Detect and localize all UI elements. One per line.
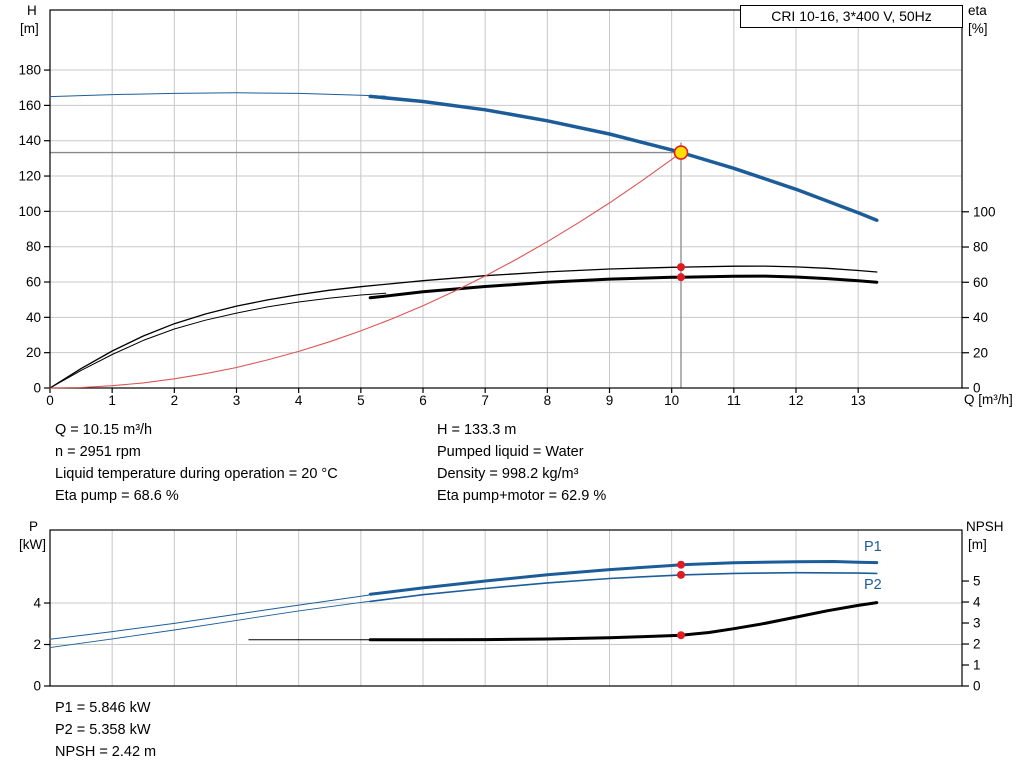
stat-eta-pump: Eta pump = 68.6 % (55, 488, 179, 504)
eta-pump-motor-extrapolated (49, 292, 387, 389)
plot-frame (49, 529, 963, 687)
eta-axis-unit: [%] (968, 21, 988, 36)
plot-frame (49, 9, 963, 389)
p2-curve (369, 571, 878, 603)
left-axis-tick-label: 20 (26, 345, 41, 360)
right-axis-tick-label: 40 (973, 310, 988, 325)
x-axis-tick-label: 1 (108, 393, 116, 408)
npsh-curve (368, 601, 879, 642)
left-axis-tick-label: 2 (33, 637, 41, 652)
duty-point-marker (673, 145, 689, 160)
p2-duty-dot (677, 570, 686, 579)
stat-p1: P1 = 5.846 kW (55, 700, 151, 716)
right-axis-tick-label: 0 (973, 381, 981, 396)
stat-speed: n = 2951 rpm (55, 444, 141, 460)
left-axis-tick-label: 160 (18, 98, 41, 113)
x-axis-tick-label: 12 (788, 393, 803, 408)
left-axis-tick-label: 0 (33, 381, 41, 396)
x-axis-tick-label: 11 (727, 393, 741, 408)
h-axis-title: H (27, 3, 37, 18)
h-axis-unit: [m] (20, 21, 39, 36)
x-axis-tick-label: 13 (851, 393, 866, 408)
eta-pump-curve (49, 265, 878, 389)
right-axis-tick-label: 5 (973, 574, 981, 589)
x-axis-tick-label: 2 (171, 393, 179, 408)
duty-stats-right: H = 133.3 m Pumped liquid = Water Densit… (437, 419, 606, 507)
x-axis-tick-label: 0 (46, 393, 54, 408)
npsh-duty-dot (677, 631, 686, 640)
stat-head: H = 133.3 m (437, 422, 517, 438)
x-axis-tick-label: 7 (481, 393, 489, 408)
left-axis-tick-label: 40 (26, 310, 41, 325)
npsh-axis-unit: [m] (968, 537, 987, 552)
power-stats: P1 = 5.846 kW P2 = 5.358 kW NPSH = 2.42 … (55, 697, 156, 763)
right-axis-tick-label: 20 (973, 345, 988, 360)
x-axis-tick-label: 3 (233, 393, 241, 408)
left-axis-tick-label: 80 (26, 239, 41, 254)
x-axis-tick-label: 5 (357, 393, 365, 408)
p1-curve-label: P1 (864, 539, 882, 555)
x-axis-tick-label: 6 (419, 393, 427, 408)
left-axis-tick-label: 60 (26, 275, 41, 290)
eta-axis-title: eta (968, 3, 987, 18)
npsh-axis-title: NPSH (966, 519, 1004, 534)
p2-curve-extrapolated (49, 598, 387, 649)
p1-curve (368, 560, 879, 596)
head-curve (368, 94, 879, 222)
left-axis-tick-label: 120 (18, 169, 41, 184)
stat-p2: P2 = 5.358 kW (55, 722, 151, 738)
right-axis-tick-label: 1 (973, 658, 981, 673)
eta-pump-duty-dot (677, 263, 686, 272)
duty-stats-left: Q = 10.15 m³/h n = 2951 rpm Liquid tempe… (55, 419, 338, 507)
left-axis-tick-label: 0 (33, 679, 41, 694)
power-npsh-chart: 0 2 4 0 1 2 3 4 5 (33, 529, 981, 694)
right-axis-tick-label: 0 (973, 679, 981, 694)
stat-eta-pump-motor: Eta pump+motor = 62.9 % (437, 488, 607, 504)
x-axis-tick-label: 10 (664, 393, 679, 408)
chart-title: CRI 10-16, 3*400 V, 50Hz (771, 8, 932, 24)
p-axis-title: P (29, 519, 39, 534)
x-axis-tick-label: 8 (544, 393, 552, 408)
p-axis-unit: [kW] (19, 537, 46, 552)
left-axis-tick-label: 180 (18, 63, 41, 78)
p1-duty-dot (677, 560, 686, 569)
chart-title-box: CRI 10-16, 3*400 V, 50Hz (740, 5, 963, 28)
system-curve (49, 151, 682, 389)
stat-pumped-liquid: Pumped liquid = Water (437, 444, 584, 460)
left-axis-tick-label: 140 (18, 133, 41, 148)
stat-flow: Q = 10.15 m³/h (55, 422, 153, 438)
stat-density: Density = 998.2 kg/m³ (437, 466, 579, 482)
p1-curve-extrapolated (49, 592, 387, 640)
stat-liquid-temp: Liquid temperature during operation = 20… (55, 466, 338, 482)
left-axis-tick-label: 4 (33, 596, 41, 611)
right-axis-tick-label: 4 (973, 595, 981, 610)
head-curve-extrapolated (49, 92, 387, 98)
eta-pump-motor-duty-dot (677, 273, 686, 282)
q-axis-label: Q [m³/h] (964, 392, 1013, 407)
p2-curve-label: P2 (864, 577, 882, 593)
right-axis-tick-label: 100 (973, 204, 996, 219)
left-axis-tick-label: 100 (18, 204, 41, 219)
right-axis-tick-label: 60 (973, 275, 988, 290)
x-axis-tick-label: 9 (606, 393, 614, 408)
x-axis-tick-label: 4 (295, 393, 303, 408)
stat-npsh: NPSH = 2.42 m (55, 744, 157, 760)
right-axis-tick-label: 2 (973, 637, 981, 652)
right-axis-tick-label: 80 (973, 240, 988, 255)
right-axis-tick-label: 3 (973, 616, 981, 631)
